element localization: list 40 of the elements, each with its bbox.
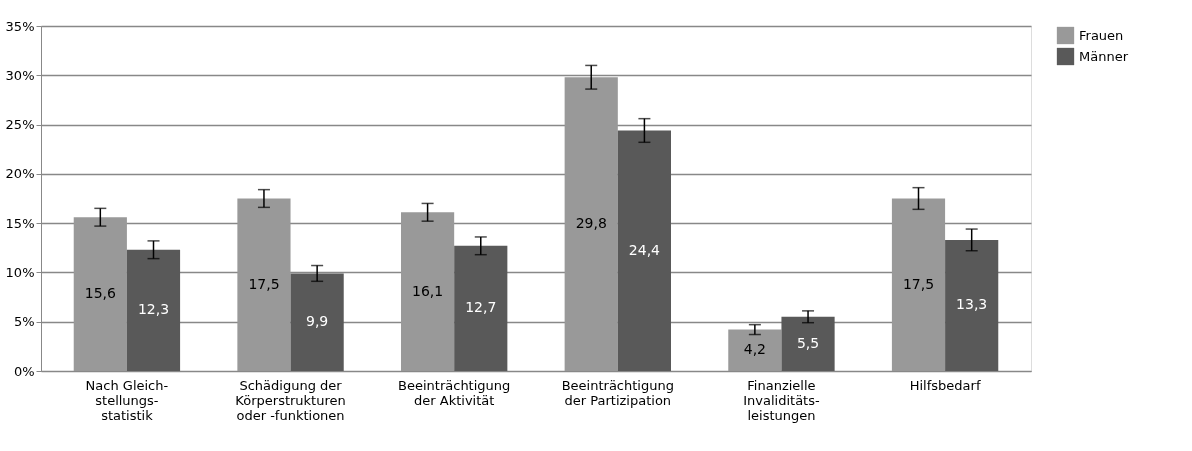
x-tick-label: Beeinträchtigung der Aktivität (398, 377, 511, 408)
y-tick-label: 25% (5, 117, 35, 133)
x-tick-label: Beeinträchtigung der Partizipation (561, 377, 674, 408)
data-label: 15,6 (84, 285, 116, 302)
bar (126, 249, 181, 371)
x-tick-label: Hilfsbedarf (909, 377, 981, 393)
y-tick-label: 35% (5, 18, 35, 34)
data-label: 24,4 (628, 241, 661, 258)
data-label: 29,8 (575, 215, 607, 232)
bar (945, 239, 999, 371)
data-label: 12,7 (465, 299, 497, 316)
data-label: 5,5 (796, 334, 820, 351)
y-tick-label: 5% (13, 314, 35, 330)
bar (728, 329, 782, 371)
y-tick-label: 20% (5, 166, 35, 182)
y-tick-label: 0% (13, 363, 35, 379)
data-label: 17,5 (902, 275, 935, 292)
data-label: 17,5 (248, 275, 280, 292)
data-label: 16,1 (412, 282, 444, 299)
bar (401, 212, 455, 371)
x-tick-label: Finanzielle Invaliditäts- leistungen (743, 377, 820, 423)
y-tick-label: 15% (5, 215, 35, 231)
x-tick-label: Schädigung der Körperstrukturen oder -funktionen (235, 377, 346, 423)
bar (73, 217, 127, 371)
data-label: 9,9 (306, 313, 329, 330)
legend-label: Frauen (1079, 27, 1124, 43)
bar (617, 130, 671, 371)
y-tick-label: 30% (5, 67, 35, 83)
bar (454, 245, 508, 371)
data-label: 4,2 (743, 341, 766, 358)
legend-label: Männer (1079, 48, 1129, 64)
bar (781, 316, 835, 371)
bar (290, 273, 344, 371)
x-tick-label: Nach Gleich- stellungs- statistik (85, 377, 169, 423)
bar (564, 77, 618, 371)
data-label: 13,3 (956, 296, 988, 313)
y-tick-label: 10% (5, 264, 35, 280)
bar (891, 198, 946, 371)
bar (237, 198, 291, 371)
data-label: 12,3 (137, 301, 170, 318)
